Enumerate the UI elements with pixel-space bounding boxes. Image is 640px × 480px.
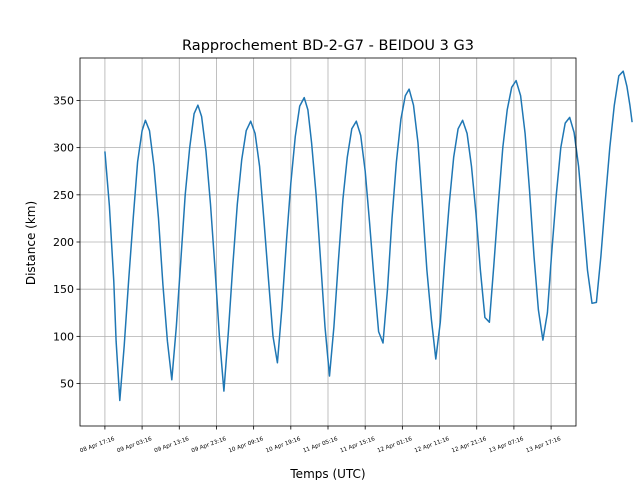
y-tick-label: 350 (53, 94, 74, 107)
y-tick-label: 250 (53, 189, 74, 202)
y-axis-label: Distance (km) (24, 201, 38, 285)
y-axis: 50 100 150 200 250 300 350 (53, 94, 80, 391)
y-tick-label: 300 (53, 142, 74, 155)
y-tick-label: 150 (53, 283, 74, 296)
chart-title: Rapprochement BD-2-G7 - BEIDOU 3 G3 (182, 38, 474, 54)
y-tick-label: 100 (53, 330, 74, 343)
x-axis-label: Temps (UTC) (289, 467, 365, 480)
series-layer (104, 70, 633, 402)
series-line-0 (104, 70, 633, 402)
y-tick-label: 50 (60, 378, 74, 391)
y-tick-label: 200 (53, 236, 74, 249)
